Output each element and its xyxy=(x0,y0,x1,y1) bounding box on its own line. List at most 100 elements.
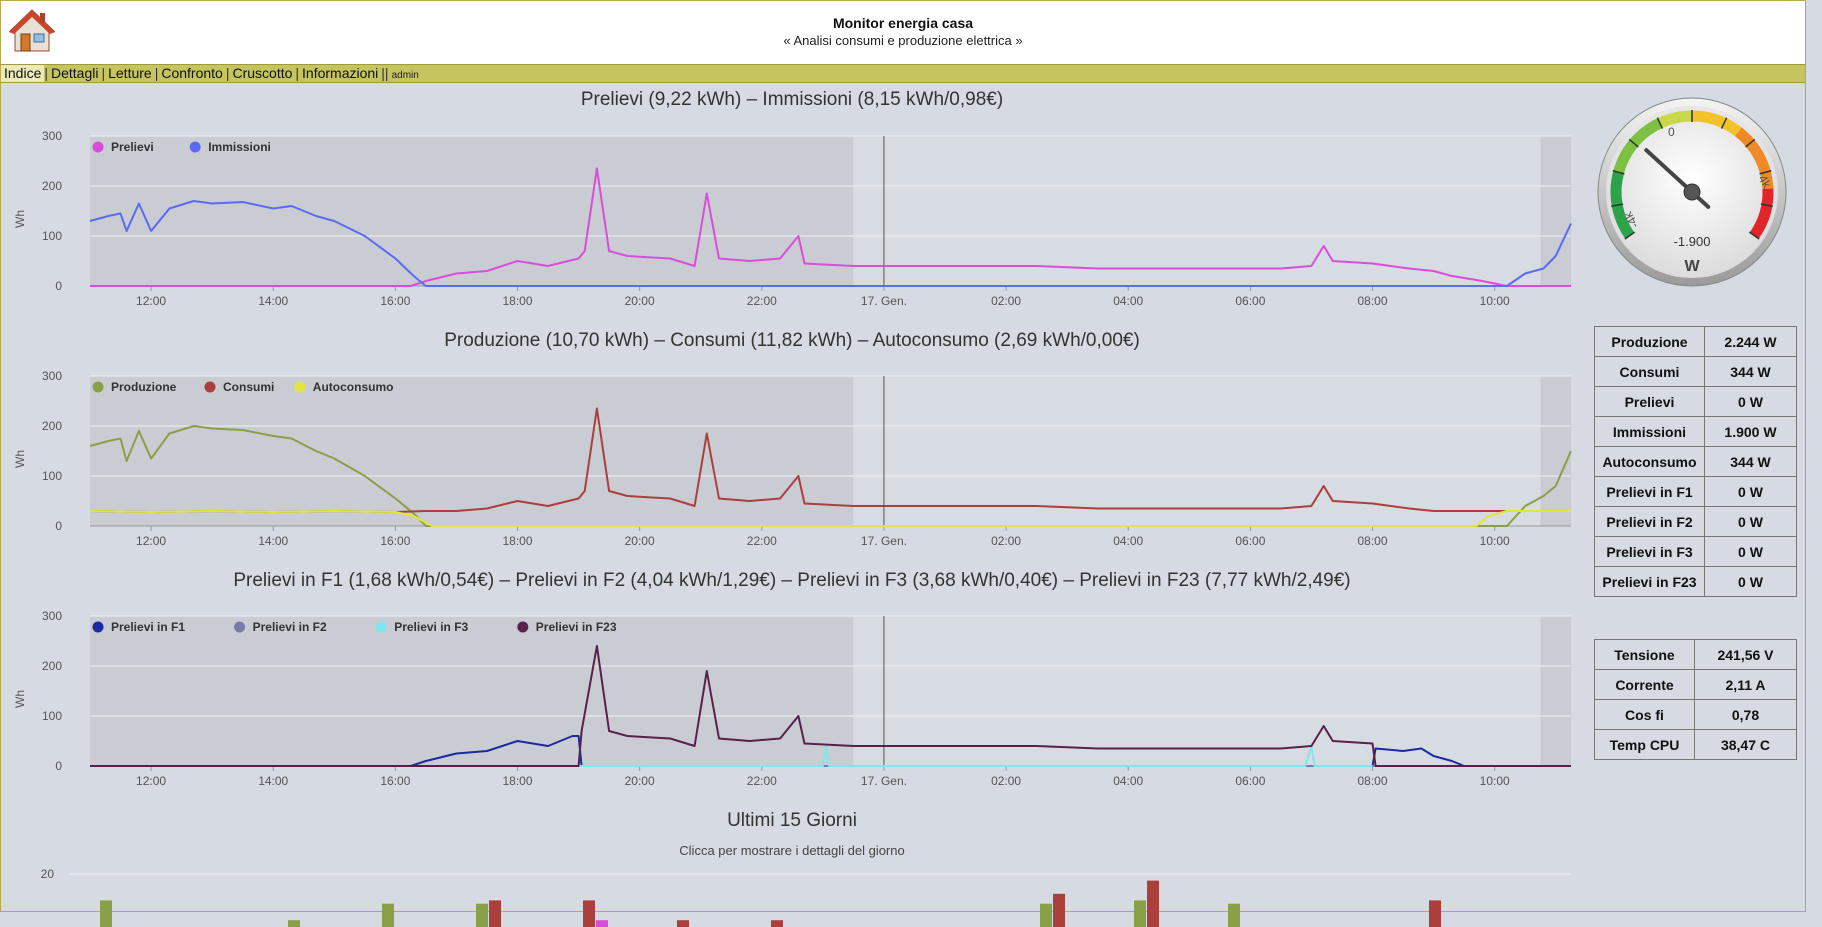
x-tick-label: 18:00 xyxy=(502,294,532,308)
x-tick-label: 22:00 xyxy=(747,534,777,548)
electrical-label: Cos fi xyxy=(1594,699,1695,730)
plot-band xyxy=(1540,376,1571,526)
chart-prelievi-immissioni[interactable]: 0 100 200 300 Wh 12:00 14:00 16:00 18:00 20:00 22:… xyxy=(0,129,1584,315)
bar xyxy=(100,900,112,927)
x-tick-label: 22:00 xyxy=(747,294,777,308)
stats-row: Prelievi 0 W xyxy=(1594,386,1797,417)
x-tick-label: 17. Gen. xyxy=(861,294,907,308)
nav-informazioni[interactable]: Informazioni xyxy=(302,65,379,81)
nav-dettagli[interactable]: Dettagli xyxy=(51,65,99,81)
nav-cruscotto[interactable]: Cruscotto xyxy=(232,65,293,81)
x-tick-label: 18:00 xyxy=(502,534,532,548)
legend-label: Prelievi xyxy=(111,140,154,154)
x-tick-label: 16:00 xyxy=(380,534,410,548)
nav-user[interactable]: admin xyxy=(391,70,419,81)
nav-letture[interactable]: Letture xyxy=(108,65,152,81)
stats-value: 0 W xyxy=(1704,476,1797,507)
y-axis-label: Wh xyxy=(13,450,27,468)
x-tick-label: 06:00 xyxy=(1235,534,1265,548)
x-tick-label: 20:00 xyxy=(625,774,655,788)
electrical-stats-table: Tensione 241,56 V Corrente 2,11 A Cos fi 0,… xyxy=(1594,639,1797,760)
series-line xyxy=(89,200,1572,287)
stats-label: Produzione xyxy=(1594,326,1705,357)
y-tick-label: 100 xyxy=(42,229,62,243)
y-tick-label: 0 xyxy=(55,759,62,773)
home-icon[interactable] xyxy=(7,7,57,55)
x-tick-label: 10:00 xyxy=(1480,534,1510,548)
x-tick-label: 12:00 xyxy=(136,294,166,308)
stats-row: Prelievi in F3 0 W xyxy=(1594,536,1797,567)
stats-label: Prelievi in F2 xyxy=(1594,506,1705,537)
x-tick-label: 06:00 xyxy=(1235,294,1265,308)
x-tick-label: 04:00 xyxy=(1113,294,1143,308)
stats-row: Consumi 344 W xyxy=(1594,356,1797,387)
electrical-row: Temp CPU 38,47 C xyxy=(1594,729,1797,760)
gauge-tick xyxy=(1611,203,1624,207)
gauge-tick xyxy=(1760,203,1773,207)
bar xyxy=(1134,900,1146,927)
x-tick-label: 02:00 xyxy=(991,534,1021,548)
stats-row: Prelievi in F23 0 W xyxy=(1594,566,1797,597)
stats-label: Consumi xyxy=(1594,356,1705,387)
gauge-band xyxy=(1691,110,1742,137)
electrical-label: Tensione xyxy=(1594,639,1695,670)
y-tick-label: 0 xyxy=(55,279,62,293)
x-tick-label: 02:00 xyxy=(991,774,1021,788)
x-tick-label: 06:00 xyxy=(1235,774,1265,788)
y-axis-label: Wh xyxy=(13,210,27,228)
bar xyxy=(476,903,488,927)
nav-indice[interactable]: Indice xyxy=(1,65,45,82)
legend-marker xyxy=(204,381,216,393)
gauge-value: -1.900 xyxy=(1674,234,1711,249)
stats-value: 0 W xyxy=(1704,386,1797,417)
stats-row: Prelievi in F1 0 W xyxy=(1594,476,1797,507)
bar xyxy=(1429,900,1441,927)
plot-band xyxy=(90,136,854,286)
chart-produzione-consumi[interactable]: 0 100 200 300 Wh 12:00 14:00 16:00 18:00 20:00 22:… xyxy=(0,369,1584,555)
bar xyxy=(677,920,689,927)
nav-separator: | xyxy=(225,65,230,81)
x-tick-label: 04:00 xyxy=(1113,774,1143,788)
nav-confronto[interactable]: Confronto xyxy=(161,65,223,81)
nav-bar: Indice | Dettagli | Letture | Confronto | Crusco… xyxy=(1,64,1805,83)
stats-label: Prelievi in F23 xyxy=(1594,566,1705,597)
gauge-tick xyxy=(1759,170,1772,175)
x-tick-label: 02:00 xyxy=(991,294,1021,308)
gauge-label-zero: 0 xyxy=(1668,125,1675,139)
x-tick-label: 17. Gen. xyxy=(861,534,907,548)
series-line xyxy=(578,745,1373,767)
plot-band xyxy=(90,616,854,766)
gauge-tick xyxy=(1720,117,1728,129)
y-axis-label: Wh xyxy=(13,690,27,708)
y-tick-label: 20 xyxy=(41,867,55,881)
x-tick-label: 08:00 xyxy=(1357,294,1387,308)
nav-separator: | xyxy=(295,65,300,81)
gauge-band xyxy=(1657,110,1693,129)
stats-value: 0 W xyxy=(1704,506,1797,537)
gauge-hub xyxy=(1683,183,1701,201)
nav-separator: | xyxy=(44,65,48,81)
nav-separator: | xyxy=(154,65,159,81)
stats-value: 0 W xyxy=(1704,536,1797,567)
x-tick-label: 14:00 xyxy=(258,774,288,788)
electrical-row: Corrente 2,11 A xyxy=(1594,669,1797,700)
bar xyxy=(382,903,394,927)
gauge-tick xyxy=(1612,170,1625,175)
y-tick-label: 0 xyxy=(55,519,62,533)
x-tick-label: 14:00 xyxy=(258,294,288,308)
y-tick-label: 200 xyxy=(42,419,62,433)
bottom-chart-title: Ultimi 15 Giorni xyxy=(727,810,857,831)
app-title: Monitor energia casa xyxy=(832,15,974,31)
stats-value: 2.244 W xyxy=(1704,326,1797,357)
bar xyxy=(1053,893,1065,927)
series-line xyxy=(89,425,1572,527)
x-tick-label: 16:00 xyxy=(380,294,410,308)
chart-prelievi-fasce[interactable]: 0 100 200 300 Wh 12:00 14:00 16:00 18:00 20:00 22:… xyxy=(0,609,1584,795)
legend-label: Consumi xyxy=(223,380,274,394)
bar xyxy=(771,920,783,927)
header: Monitor energia casa « Analisi consumi e… xyxy=(1,1,1805,64)
stats-value: 1.900 W xyxy=(1704,416,1797,447)
chart-ultimi-15-giorni[interactable]: 20 xyxy=(0,866,1584,927)
chart-fasce-title: Prelievi in F1 (1,68 kWh/0,54€) – Prelie… xyxy=(233,570,1351,591)
stats-label: Prelievi xyxy=(1594,386,1705,417)
